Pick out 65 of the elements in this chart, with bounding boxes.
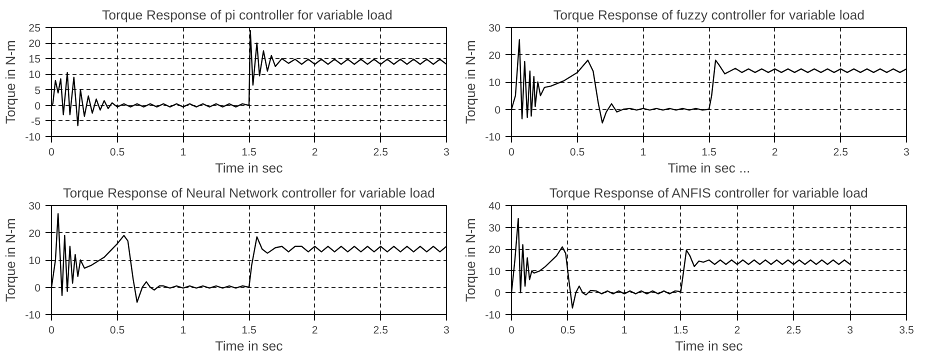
x-tick-label: 2: [734, 324, 740, 336]
y-axis-title: Torque in N-m: [3, 218, 18, 302]
x-axis-title: Time in sec: [675, 338, 744, 354]
y-tick-label: 20: [488, 244, 501, 256]
x-tick-label: 1: [621, 324, 628, 336]
x-tick-label: 2.5: [786, 324, 802, 336]
y-tick-label: -5: [31, 116, 41, 128]
y-tick-label: 20: [28, 38, 41, 50]
x-tick-label: 0: [48, 324, 55, 336]
x-tick-label: 3: [904, 146, 910, 158]
y-tick-label: 10: [488, 266, 501, 278]
chart-title: Torque Response of pi controller for variable load: [102, 8, 392, 22]
y-tick-label: 30: [488, 22, 501, 34]
x-tick-label: 1: [180, 146, 186, 158]
x-tick-label: 1: [640, 146, 646, 158]
x-tick-label: 2.5: [833, 146, 848, 158]
x-tick-label: 1.5: [673, 324, 688, 336]
y-tick-label: -10: [485, 132, 501, 144]
y-tick-label: 0: [494, 104, 501, 116]
chart-title: Torque Response of fuzzy controller for variable load: [553, 8, 865, 22]
x-tick-label: 2.5: [373, 146, 388, 158]
y-tick-label: 0: [494, 288, 501, 300]
y-tick-label: 20: [488, 50, 501, 62]
x-tick-label: 0: [508, 324, 515, 336]
y-axis-title: Torque in N-m: [463, 40, 478, 124]
x-tick-label: 0.5: [110, 146, 125, 158]
x-tick-label: 3: [847, 324, 854, 336]
x-axis-title: Time in sec: [215, 160, 284, 176]
y-tick-label: 10: [28, 255, 41, 267]
x-axis-title: Time in sec ...: [668, 160, 750, 176]
x-tick-label: 3: [444, 146, 450, 158]
y-tick-label: -10: [25, 132, 41, 144]
x-tick-label: 2: [312, 146, 318, 158]
x-tick-label: 0.5: [570, 146, 585, 158]
y-tick-label: 10: [488, 77, 501, 89]
y-tick-label: 5: [34, 84, 41, 97]
y-tick-label: 0: [34, 282, 41, 294]
x-tick-label: 1.5: [242, 324, 256, 336]
x-tick-label: 3.5: [899, 324, 914, 336]
y-tick-label: 30: [488, 222, 501, 234]
chart-title: Torque Response of Neural Network controller for variable load: [63, 186, 435, 200]
x-tick-label: 2: [772, 146, 778, 158]
x-tick-label: 2: [312, 324, 318, 336]
x-tick-label: 2.5: [373, 324, 388, 336]
x-tick-label: 3: [444, 324, 450, 336]
x-tick-label: 0: [48, 146, 55, 158]
x-tick-label: 1.5: [242, 146, 256, 158]
x-tick-label: 1: [180, 324, 186, 336]
y-tick-label: 20: [28, 228, 41, 240]
x-tick-label: 0.5: [110, 324, 125, 336]
y-tick-label: 15: [28, 54, 41, 66]
x-tick-label: 1.5: [702, 146, 716, 158]
y-tick-label: 40: [488, 200, 501, 212]
y-tick-label: 30: [28, 200, 41, 212]
y-axis-title: Torque in N-m: [3, 40, 18, 124]
y-tick-label: -10: [485, 310, 501, 322]
chart-title: Torque Response of ANFIS controller for variable load: [549, 186, 868, 200]
x-tick-label: 0.5: [560, 324, 576, 336]
y-tick-label: 25: [28, 22, 41, 34]
y-axis-title: Torque in N-m: [463, 218, 478, 302]
y-tick-label: 0: [34, 100, 41, 112]
y-tick-label: -10: [25, 310, 41, 322]
x-tick-label: 0: [508, 146, 515, 158]
y-tick-label: 10: [28, 69, 41, 82]
x-axis-title: Time in sec: [215, 338, 284, 354]
